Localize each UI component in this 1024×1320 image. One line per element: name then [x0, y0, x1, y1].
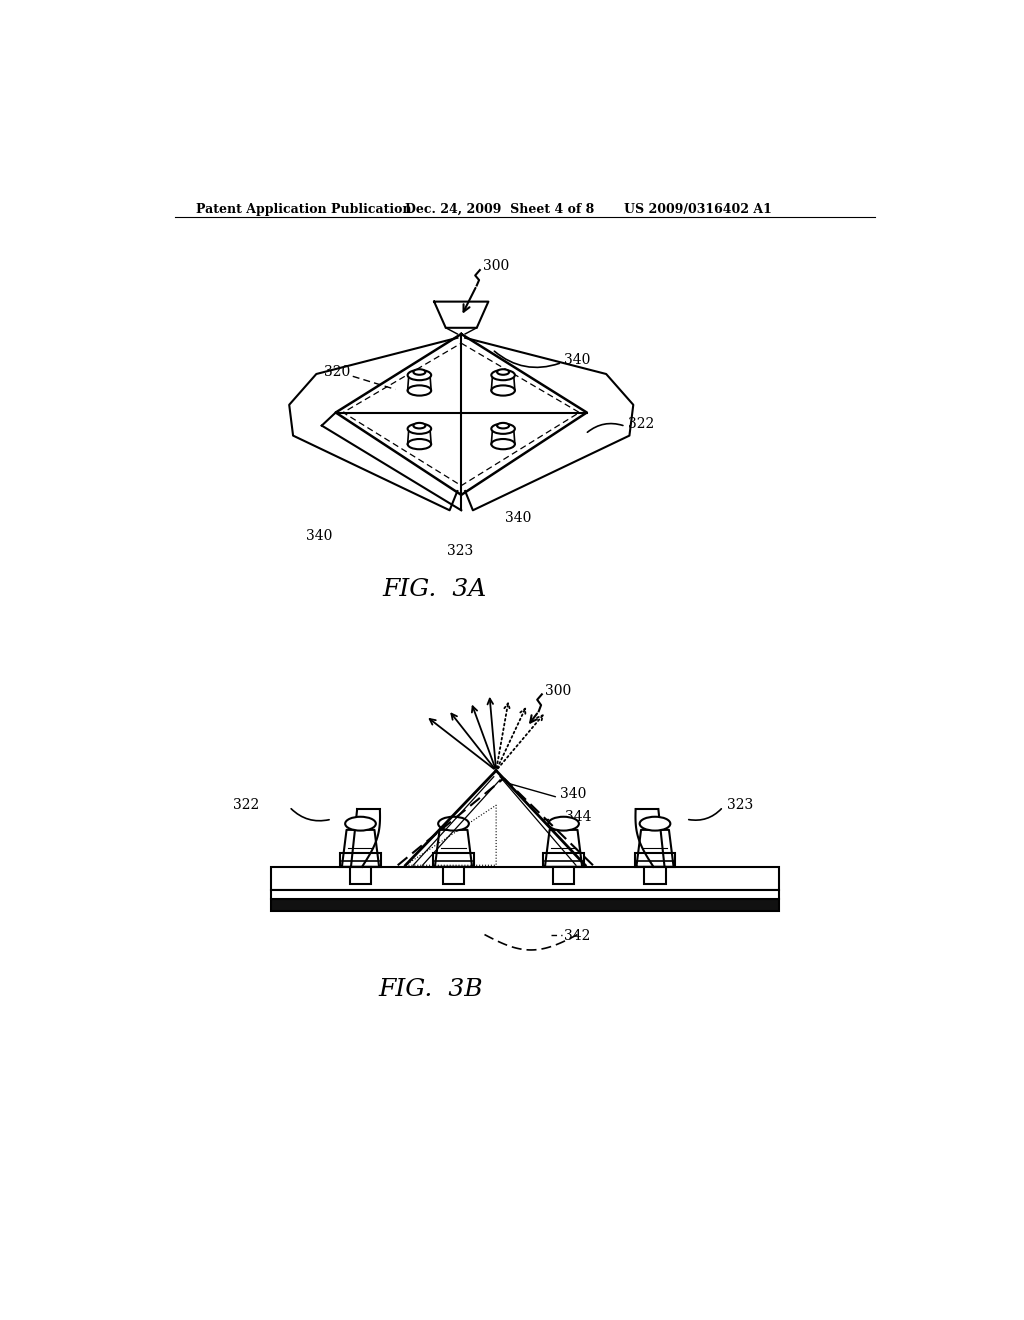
Ellipse shape: [408, 424, 431, 434]
Bar: [442, 867, 464, 884]
Text: 322: 322: [628, 417, 654, 432]
Bar: [271, 890, 779, 899]
Text: FIG.  3B: FIG. 3B: [378, 978, 482, 1002]
Text: 323: 323: [447, 544, 473, 558]
Text: 340: 340: [306, 529, 333, 543]
Bar: [349, 867, 372, 884]
Text: 322: 322: [233, 799, 260, 812]
Bar: [271, 867, 779, 890]
Bar: [644, 867, 666, 884]
Text: 340: 340: [560, 787, 587, 801]
Bar: [433, 853, 474, 867]
Text: Dec. 24, 2009  Sheet 4 of 8: Dec. 24, 2009 Sheet 4 of 8: [406, 203, 595, 215]
Text: FIG.  3A: FIG. 3A: [383, 578, 487, 601]
Ellipse shape: [548, 817, 579, 830]
Ellipse shape: [438, 817, 469, 830]
Ellipse shape: [640, 817, 671, 830]
Ellipse shape: [414, 422, 425, 429]
Bar: [553, 867, 574, 884]
Text: 340: 340: [564, 354, 591, 367]
Ellipse shape: [497, 370, 509, 375]
Text: 344: 344: [565, 809, 592, 824]
Ellipse shape: [492, 370, 515, 380]
Text: 323: 323: [727, 799, 754, 812]
Text: 320: 320: [324, 366, 350, 379]
Ellipse shape: [408, 370, 431, 380]
Text: US 2009/0316402 A1: US 2009/0316402 A1: [624, 203, 772, 215]
Text: 300: 300: [483, 259, 509, 273]
Ellipse shape: [497, 422, 509, 429]
Ellipse shape: [414, 370, 425, 375]
Text: 342: 342: [563, 929, 590, 942]
Ellipse shape: [492, 424, 515, 434]
Bar: [271, 899, 779, 911]
Ellipse shape: [345, 817, 376, 830]
Text: 340: 340: [506, 511, 531, 525]
Bar: [340, 853, 381, 867]
Bar: [635, 853, 675, 867]
Bar: [544, 853, 584, 867]
Text: 300: 300: [545, 684, 571, 698]
Text: Patent Application Publication: Patent Application Publication: [197, 203, 412, 215]
